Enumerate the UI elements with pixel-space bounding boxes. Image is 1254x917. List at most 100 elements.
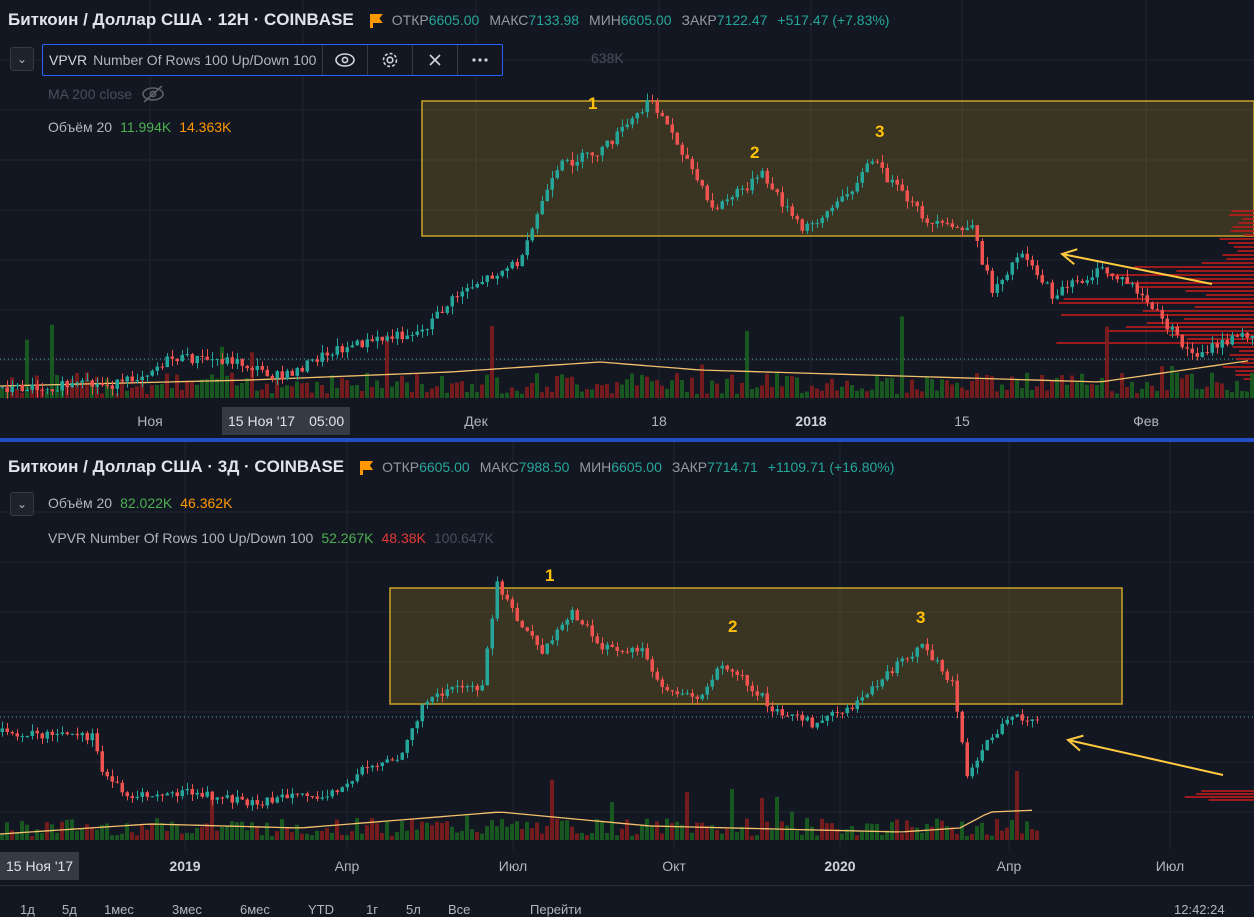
candle-body — [376, 337, 380, 341]
candle-body — [1056, 295, 1060, 298]
candle-body — [126, 792, 130, 796]
range-1y[interactable]: 1г — [366, 902, 378, 917]
volume-bar — [755, 387, 759, 398]
chart-pane-12h[interactable]: Биткоин / Доллар США · 12H · COINBASE ОТ… — [0, 0, 1254, 438]
range-5d[interactable]: 5д — [62, 902, 77, 917]
candle-body — [811, 717, 815, 727]
volume-bar — [1115, 393, 1119, 398]
chevron-down-icon: ⌄ — [17, 497, 27, 511]
range-ytd[interactable]: YTD — [308, 902, 334, 917]
vpvr-indicator-toolbar[interactable]: VPVR Number Of Rows 100 Up/Down 100 — [42, 44, 503, 76]
candle-body — [1181, 335, 1185, 348]
volume-bar — [190, 382, 194, 398]
candle-body — [1251, 336, 1254, 338]
volume-bar — [430, 389, 434, 398]
candle-body — [936, 660, 940, 661]
volume-bar — [985, 834, 989, 840]
candle-body — [486, 648, 490, 685]
volume-bar — [750, 389, 754, 398]
more-button[interactable] — [457, 45, 502, 75]
volume-bar — [815, 388, 819, 398]
volume-bar — [205, 379, 209, 398]
symbol-title[interactable]: Биткоин / Доллар США · 12H · COINBASE — [8, 10, 354, 30]
candle-body — [716, 668, 720, 679]
volume-bar — [385, 335, 389, 398]
volume-bar — [1025, 373, 1029, 398]
range-1d[interactable]: 1д — [20, 902, 35, 917]
candle-body — [996, 734, 1000, 738]
vpvr-total-partial: 638K — [591, 50, 624, 66]
toggle-visibility-button[interactable] — [322, 45, 367, 75]
vpvr-bar — [1064, 298, 1254, 300]
candle-body — [511, 262, 515, 268]
volume-bar — [980, 823, 984, 840]
ohlc-low: МИН6605.00 — [569, 459, 661, 475]
volume-bar — [675, 822, 679, 840]
candle-body — [791, 206, 795, 216]
candle-body — [771, 184, 775, 190]
candle-body — [676, 691, 680, 694]
candle-body — [976, 761, 980, 768]
goto-button[interactable]: Перейти — [530, 902, 582, 917]
collapse-legend-button[interactable]: ⌄ — [10, 47, 34, 71]
volume-bar — [180, 834, 184, 840]
candle-body — [726, 666, 730, 670]
volume-bar — [470, 829, 474, 840]
vpvr-bar — [1243, 218, 1254, 220]
volume-bar — [1065, 385, 1069, 398]
remove-indicator-button[interactable] — [412, 45, 457, 75]
volume-bar — [150, 385, 154, 398]
candle-body — [86, 380, 90, 381]
candle-body — [1036, 265, 1040, 275]
volume-bar — [655, 822, 659, 840]
candle-body — [521, 621, 525, 627]
range-all[interactable]: Все — [448, 902, 470, 917]
candle-body — [1, 729, 5, 732]
candle-body — [756, 691, 760, 695]
symbol-title[interactable]: Биткоин / Доллар США · 3Д · COINBASE — [8, 457, 344, 477]
chart-pane-3d[interactable]: Биткоин / Доллар США · 3Д · COINBASE ОТК… — [0, 442, 1254, 885]
time-axis-3d[interactable]: 15 Ноя '17 2019 Апр Июл Окт 2020 Апр Июл — [0, 852, 1254, 880]
range-5y[interactable]: 5л — [406, 902, 421, 917]
more-icon — [470, 57, 490, 63]
candle-body — [876, 686, 880, 687]
volume-bar — [305, 383, 309, 398]
candle-body — [6, 729, 10, 732]
volume-bar — [920, 833, 924, 840]
volume-bar — [955, 383, 959, 398]
ma-legend[interactable]: MA 200 close — [48, 84, 166, 104]
volume-legend[interactable]: Объём 20 11.994K 14.363K — [48, 119, 231, 135]
volume-bar — [360, 391, 364, 398]
eye-off-icon[interactable] — [140, 84, 166, 104]
volume-bar — [780, 821, 784, 840]
candle-body — [1161, 310, 1165, 319]
volume-bar — [590, 833, 594, 840]
range-1m[interactable]: 1мес — [104, 902, 134, 917]
volume-bar — [635, 386, 639, 398]
range-6m[interactable]: 6мес — [240, 902, 270, 917]
candle-body — [501, 271, 505, 276]
candle-body — [186, 789, 190, 790]
vpvr-bar — [1126, 326, 1254, 328]
candle-body — [481, 685, 485, 690]
volume-bar — [525, 822, 529, 840]
flag-icon[interactable] — [358, 460, 372, 474]
volume-value-1: 11.994K — [120, 119, 171, 135]
volume-bar — [5, 822, 9, 840]
candle-body — [1166, 319, 1170, 330]
vpvr-legend[interactable]: VPVR Number Of Rows 100 Up/Down 100 52.2… — [48, 530, 494, 546]
flag-icon[interactable] — [368, 13, 382, 27]
volume-bar — [1180, 378, 1184, 398]
vpvr-indicator-label[interactable]: VPVR Number Of Rows 100 Up/Down 100 — [43, 45, 322, 75]
volume-bar — [20, 821, 24, 840]
collapse-legend-button[interactable]: ⌄ — [10, 492, 34, 516]
volume-legend[interactable]: Объём 20 82.022K 46.362K — [48, 495, 232, 511]
candle-body — [1091, 277, 1095, 280]
volume-bar — [110, 835, 114, 840]
candle-body — [826, 211, 830, 218]
volume-bar — [715, 830, 719, 840]
settings-button[interactable] — [367, 45, 412, 75]
volume-bar — [1005, 390, 1009, 398]
range-3m[interactable]: 3мес — [172, 902, 202, 917]
